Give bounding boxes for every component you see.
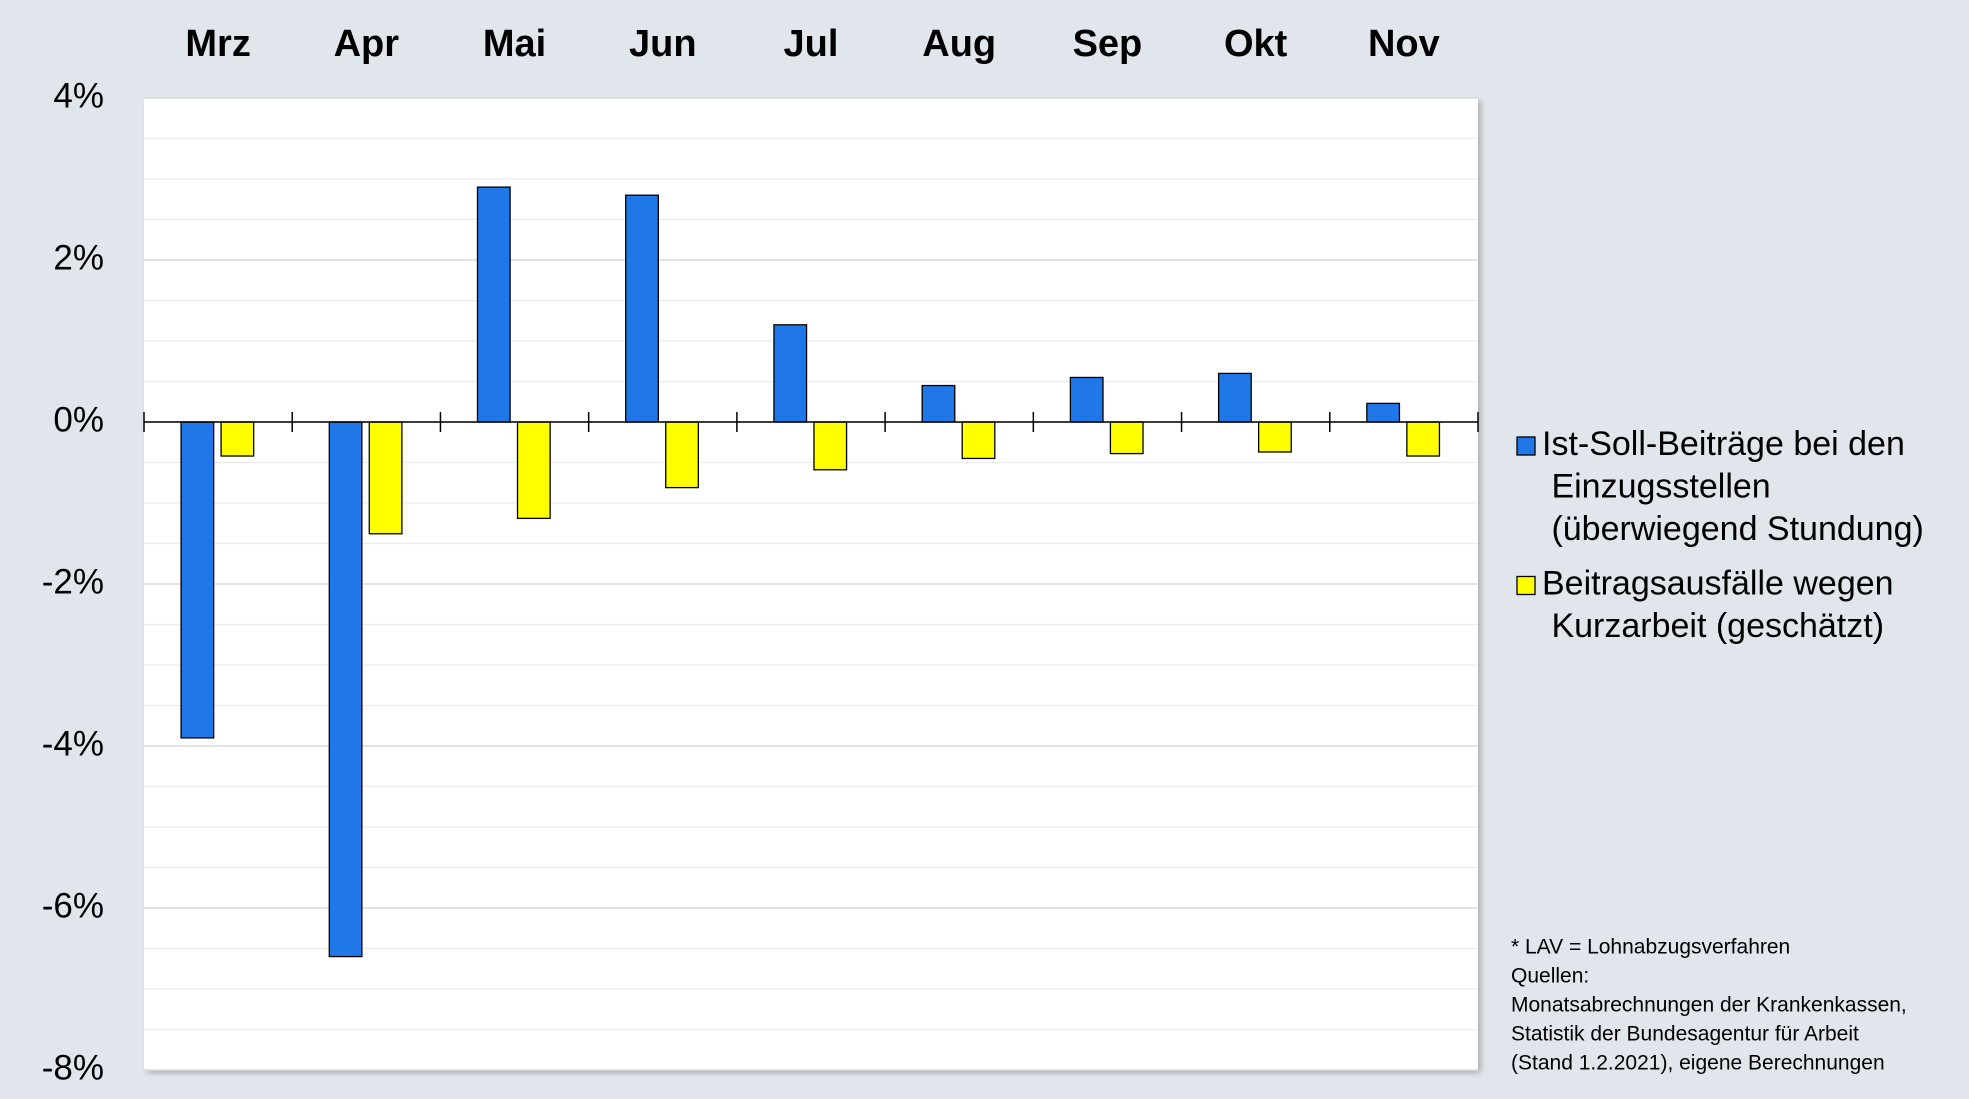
bar [625, 194, 659, 423]
x-tick-label: Jul [784, 23, 839, 65]
bar [476, 186, 511, 423]
bar [665, 421, 700, 489]
legend-label: Ist-Soll-Beiträge bei den Einzugsstellen… [1542, 425, 1924, 548]
legend-swatch [1516, 436, 1536, 456]
bar [1109, 421, 1144, 455]
x-tick-label: Apr [334, 23, 400, 65]
x-tick-label: Aug [922, 23, 996, 65]
y-tick-label: -2% [42, 562, 104, 601]
y-tick-label: -8% [42, 1048, 104, 1087]
x-tick-label: Nov [1368, 23, 1440, 65]
legend-swatch [1516, 575, 1536, 596]
bar [516, 421, 551, 520]
bar [180, 421, 215, 739]
x-tick-label: Jun [629, 23, 697, 65]
bar [921, 384, 956, 423]
footnote: Monatsabrechnungen der Krankenkassen, [1511, 994, 1907, 1017]
x-tick-label: Okt [1224, 23, 1288, 65]
y-tick-label: -4% [42, 724, 104, 763]
bar [773, 324, 808, 423]
bar [220, 421, 255, 457]
legend-label: Beitragsausfälle wegen Kurzarbeit (gesch… [1542, 564, 1894, 645]
bar [328, 421, 363, 958]
bar [1406, 421, 1441, 457]
x-tick-label: Sep [1073, 23, 1143, 65]
bar [1217, 372, 1252, 423]
bar [368, 421, 403, 535]
x-tick-label: Mrz [185, 23, 250, 65]
y-tick-label: 4% [53, 76, 104, 115]
x-tick-label: Mai [483, 23, 546, 65]
y-tick-label: 2% [53, 238, 104, 277]
bar [961, 421, 996, 460]
y-tick-label: -6% [42, 886, 104, 925]
bar [1257, 421, 1292, 453]
bar [1069, 376, 1104, 423]
footnote: (Stand 1.2.2021), eigene Berechnungen [1511, 1052, 1885, 1075]
footnote: Statistik der Bundesagentur für Arbeit [1511, 1023, 1859, 1046]
footnote: * LAV = Lohnabzugsverfahren [1511, 936, 1790, 959]
bar [813, 421, 848, 471]
y-tick-label: 0% [53, 400, 104, 439]
footnote: Quellen: [1511, 965, 1589, 988]
bar [1366, 402, 1401, 423]
